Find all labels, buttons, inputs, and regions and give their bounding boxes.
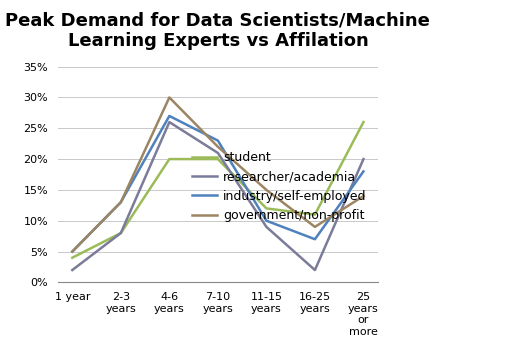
industry/self-employed xyxy=(360,169,366,174)
industry/self-employed xyxy=(263,219,269,223)
student xyxy=(69,256,76,260)
Legend: student, researcher/academia, industry/self-employed, government/non-profit: student, researcher/academia, industry/s… xyxy=(187,146,372,227)
student xyxy=(118,231,124,235)
government/non-profit xyxy=(118,200,124,205)
Line: industry/self-employed: industry/self-employed xyxy=(72,116,363,252)
industry/self-employed xyxy=(118,200,124,205)
Line: government/non-profit: government/non-profit xyxy=(72,97,363,252)
student xyxy=(312,212,318,217)
Title: Peak Demand for Data Scientists/Machine
Learning Experts vs Affilation: Peak Demand for Data Scientists/Machine … xyxy=(5,11,430,50)
Line: student: student xyxy=(72,122,363,258)
industry/self-employed xyxy=(312,237,318,241)
student xyxy=(263,206,269,211)
student xyxy=(360,120,366,124)
researcher/academia xyxy=(263,225,269,229)
industry/self-employed xyxy=(166,114,173,118)
researcher/academia xyxy=(312,268,318,272)
government/non-profit xyxy=(360,194,366,198)
government/non-profit xyxy=(166,95,173,100)
industry/self-employed xyxy=(215,138,221,143)
researcher/academia xyxy=(69,268,76,272)
student xyxy=(166,157,173,161)
government/non-profit xyxy=(263,188,269,192)
researcher/academia xyxy=(360,157,366,161)
government/non-profit xyxy=(69,249,76,254)
researcher/academia xyxy=(118,231,124,235)
researcher/academia xyxy=(166,120,173,124)
government/non-profit xyxy=(215,144,221,149)
industry/self-employed xyxy=(69,249,76,254)
researcher/academia xyxy=(215,151,221,155)
student xyxy=(215,157,221,161)
government/non-profit xyxy=(312,225,318,229)
Line: researcher/academia: researcher/academia xyxy=(72,122,363,270)
